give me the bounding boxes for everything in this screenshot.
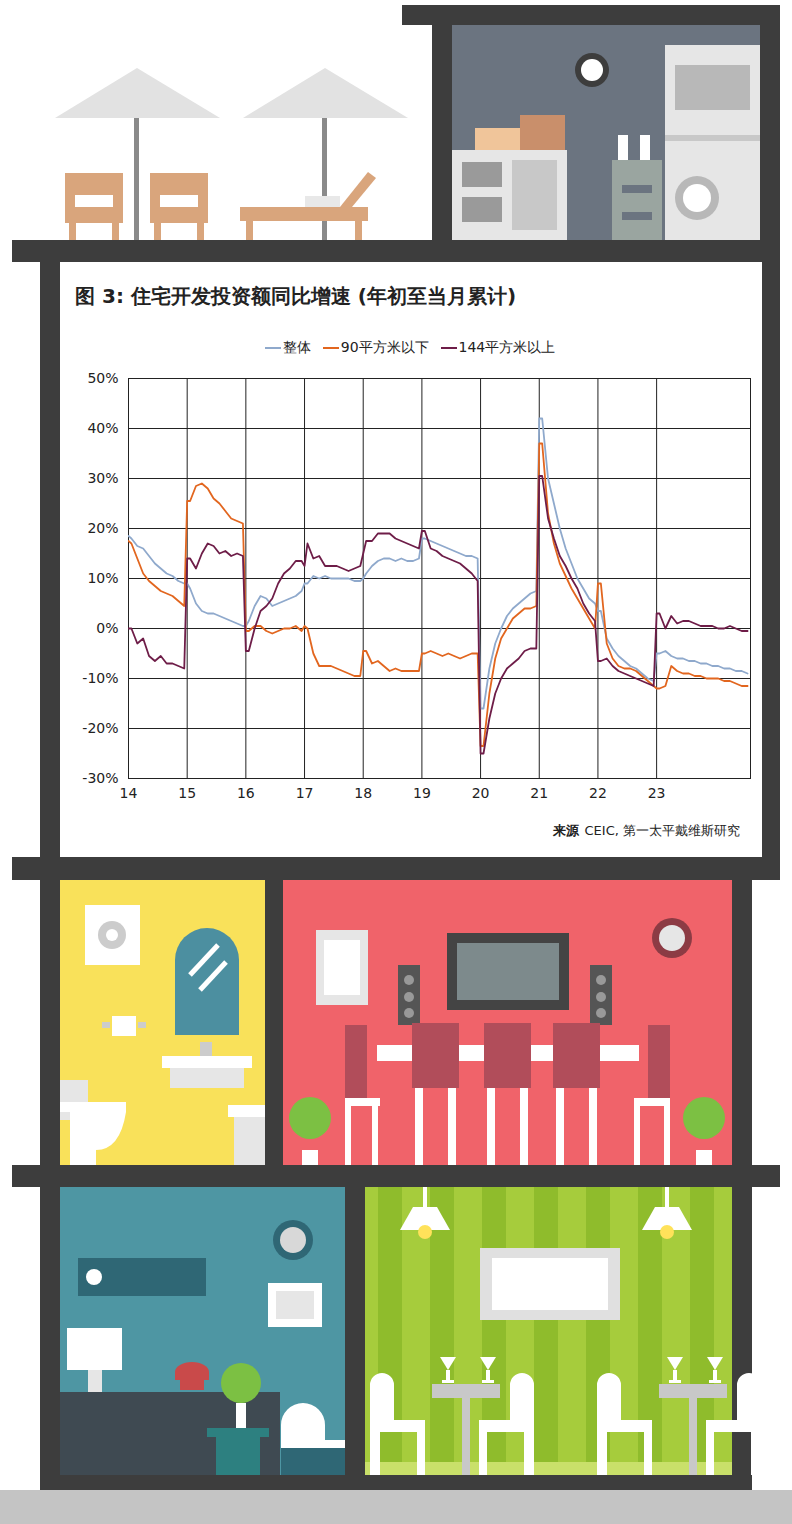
svg-text:-10%: -10% (82, 670, 118, 686)
svg-text:-20%: -20% (82, 720, 118, 736)
html-text:90平方米以下: 90平方米以下 (340, 339, 429, 355)
svg-text:21: 21 (530, 785, 548, 801)
svg-text:20: 20 (472, 785, 490, 801)
svg-text:22: 22 (589, 785, 607, 801)
html-text:图 3: 住宅开发投资额同比增速 (年初至当月累计): 图 3: 住宅开发投资额同比增速 (年初至当月累计) (75, 284, 517, 308)
html-text:来源 CEIC, 第一太平戴维斯研究: 来源 CEIC, 第一太平戴维斯研究 (552, 823, 740, 838)
svg-text:-30%: -30% (82, 770, 118, 786)
svg-text:14: 14 (120, 785, 138, 801)
svg-text:15: 15 (178, 785, 196, 801)
svg-text:17: 17 (296, 785, 314, 801)
svg-text:10%: 10% (87, 570, 118, 586)
svg-text:18: 18 (354, 785, 372, 801)
svg-text:0%: 0% (96, 620, 118, 636)
html-text:整体: 整体 (282, 339, 311, 355)
svg-text:30%: 30% (87, 470, 118, 486)
svg-text:23: 23 (648, 785, 666, 801)
svg-text:40%: 40% (87, 420, 118, 436)
svg-text:16: 16 (237, 785, 255, 801)
svg-text:50%: 50% (87, 370, 118, 386)
svg-text:19: 19 (413, 785, 431, 801)
html-text:144平方米以上: 144平方米以上 (458, 339, 556, 355)
svg-text:20%: 20% (87, 520, 118, 536)
